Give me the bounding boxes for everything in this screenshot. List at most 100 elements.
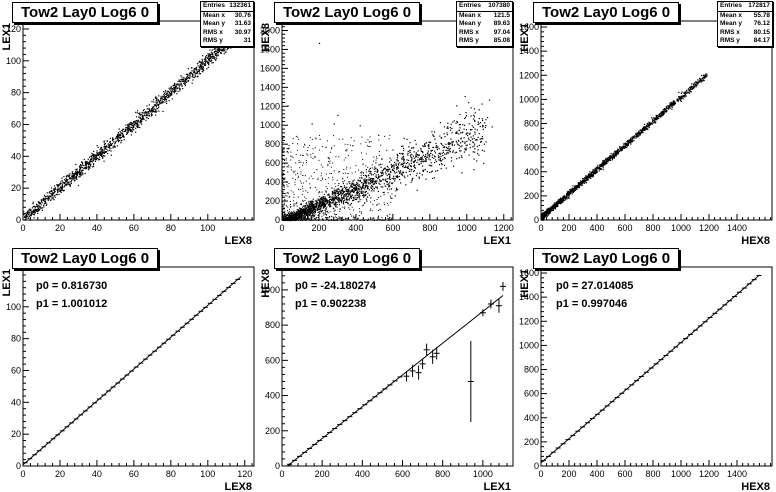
scatter-point	[361, 177, 363, 179]
scatter-point	[69, 184, 71, 186]
scatter-point	[67, 176, 69, 178]
scatter-point	[304, 212, 306, 214]
scatter-point	[391, 168, 393, 170]
scatter-point	[463, 137, 465, 139]
scatter-point	[340, 192, 342, 194]
scatter-point	[468, 102, 470, 104]
scatter-point	[313, 204, 315, 206]
scatter-point	[341, 192, 343, 195]
scatter-point	[438, 148, 440, 150]
scatter-point	[172, 87, 174, 90]
scatter-point	[282, 151, 284, 153]
scatter-point	[349, 208, 351, 210]
scatter-point	[437, 155, 439, 157]
scatter-point	[57, 189, 59, 191]
scatter-point	[299, 209, 301, 212]
scatter-point	[79, 174, 82, 176]
scatter-point	[332, 162, 334, 164]
scatter-point	[134, 121, 136, 123]
scatter-point	[416, 161, 418, 164]
scatter-point	[399, 152, 401, 154]
scatter-point	[452, 150, 454, 152]
scatter-point	[470, 140, 472, 142]
scatter-point	[297, 213, 299, 215]
scatter-point	[358, 215, 360, 217]
scatter-point	[290, 217, 292, 219]
scatter-point	[221, 46, 223, 48]
scatter-point	[322, 199, 324, 201]
scatter-point	[113, 146, 115, 148]
scatter-point	[138, 126, 140, 128]
scatter-point	[439, 122, 442, 124]
scatter-point	[97, 154, 100, 156]
scatter-point	[392, 169, 394, 171]
scatter-point	[353, 198, 355, 200]
scatter-point	[386, 202, 388, 204]
scatter-point	[421, 150, 423, 153]
scatter-point	[317, 219, 319, 221]
scatter-point	[365, 165, 367, 167]
scatter-point	[28, 215, 31, 217]
scatter-point	[481, 149, 483, 151]
scatter-point	[440, 155, 442, 157]
scatter-point	[61, 187, 63, 189]
scatter-point	[104, 151, 107, 153]
scatter-point	[322, 177, 324, 179]
scatter-point	[376, 176, 378, 178]
scatter-point	[107, 150, 109, 152]
scatter-point	[330, 202, 332, 204]
scatter-point	[144, 115, 146, 117]
scatter-point	[314, 211, 317, 213]
scatter-point	[41, 207, 43, 209]
scatter-point	[472, 141, 474, 143]
scatter-point	[467, 134, 469, 137]
scatter-point	[310, 203, 312, 205]
scatter-point	[630, 143, 632, 145]
scatter-point	[283, 137, 285, 139]
scatter-point	[360, 191, 362, 194]
scatter-point	[397, 163, 399, 165]
scatter-point	[174, 86, 176, 89]
scatter-point	[338, 171, 340, 173]
scatter-point	[282, 206, 284, 208]
scatter-point	[191, 70, 193, 72]
scatter-point	[370, 174, 373, 176]
scatter-point	[129, 126, 131, 128]
scatter-point	[84, 172, 86, 175]
scatter-point	[405, 166, 407, 168]
scatter-point	[104, 147, 107, 149]
scatter-point	[453, 120, 455, 122]
scatter-point	[443, 146, 446, 148]
scatter-point	[53, 188, 55, 191]
scatter-point	[364, 174, 367, 176]
scatter-point	[204, 58, 206, 60]
scatter-point	[328, 194, 330, 196]
scatter-point	[467, 132, 469, 134]
scatter-point	[361, 219, 363, 221]
scatter-point	[357, 218, 359, 220]
scatter-point	[357, 179, 359, 181]
scatter-point	[318, 196, 320, 198]
scatter-point	[200, 63, 202, 65]
scatter-point	[151, 108, 153, 110]
scatter-point	[32, 213, 34, 215]
scatter-point	[651, 122, 653, 124]
scatter-point	[388, 161, 391, 163]
scatter-point	[208, 64, 210, 66]
scatter-point	[418, 154, 420, 157]
scatter-point	[341, 219, 343, 221]
scatter-point	[420, 149, 422, 151]
scatter-point	[348, 199, 350, 201]
scatter-point	[198, 73, 200, 75]
scatter-point	[401, 166, 404, 168]
scatter-point	[352, 182, 354, 184]
scatter-point	[450, 123, 452, 126]
scatter-point	[103, 145, 105, 148]
scatter-point	[202, 66, 204, 68]
scatter-point	[100, 154, 102, 156]
scatter-point	[174, 84, 176, 86]
scatter-point	[118, 135, 120, 138]
scatter-point	[373, 190, 375, 192]
scatter-point	[345, 193, 347, 195]
scatter-point	[386, 165, 389, 168]
